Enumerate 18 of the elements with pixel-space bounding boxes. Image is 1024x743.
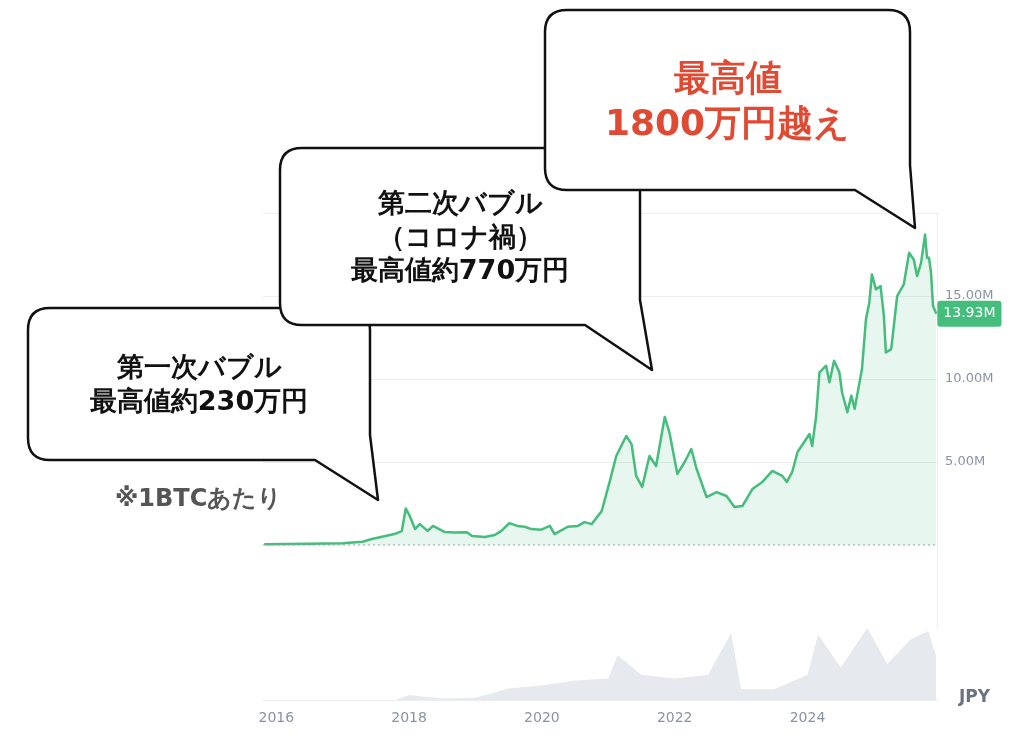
x-tick-label: 2016 xyxy=(258,709,295,726)
y-tick-label: 5.00M xyxy=(945,453,986,469)
text: 最高値 xyxy=(673,56,782,100)
annotation: 最高値約230万円 xyxy=(89,384,309,418)
x-tick-label: 2022 xyxy=(656,709,693,726)
annotation: 第一次バブル xyxy=(116,350,282,384)
annotation: （コロナ禍） xyxy=(377,219,543,254)
x-tick-label: 2018 xyxy=(391,709,427,726)
y-tick-label: 10.00M xyxy=(945,370,994,386)
annotation: 13.93M xyxy=(943,304,996,321)
y-tick-label: 15.00M xyxy=(945,287,994,303)
annotation: 最高値約770万円 xyxy=(350,253,570,288)
annotation: ※1BTCあたり xyxy=(115,483,283,514)
text: 1800万円越え xyxy=(604,101,851,145)
annotation: 第二次バブル xyxy=(377,185,543,220)
x-tick-label: 2024 xyxy=(789,709,826,726)
x-tick-label: 2020 xyxy=(524,709,560,726)
y-axis-title: JPY xyxy=(959,686,991,706)
